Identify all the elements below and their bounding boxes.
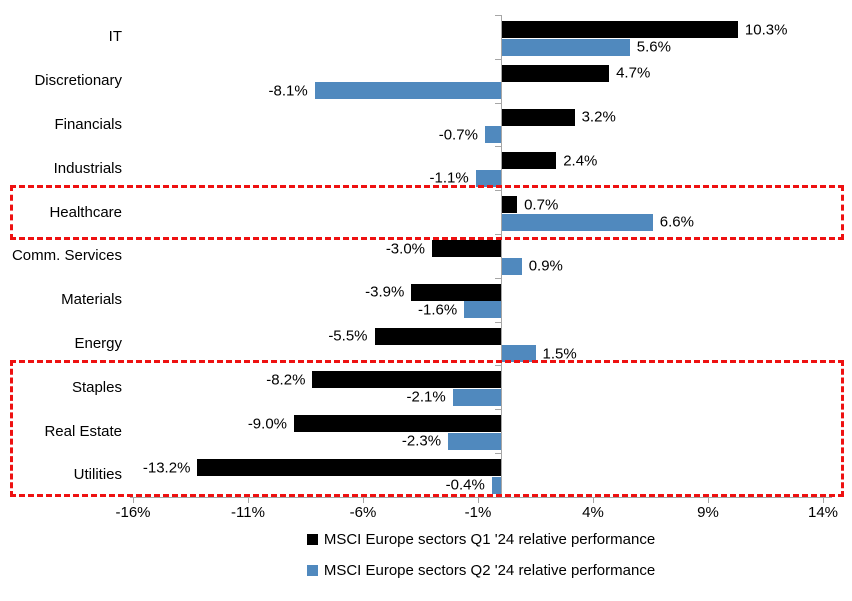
category-label: Comm. Services [11,247,122,265]
x-tick-label: -16% [115,503,151,521]
category-label: Materials [61,291,122,309]
category-label: Industrials [53,159,122,177]
category-tick [495,234,501,235]
q2-bar [501,213,653,231]
q1-value-label: 10.3% [744,21,788,38]
q2-bar [501,38,630,56]
q1-value-label: -8.2% [266,371,306,389]
q2-value-label: -0.7% [438,126,478,144]
q2-bar [501,257,522,275]
q2-value-label: -2.1% [406,388,446,406]
q2-bar [464,301,501,319]
q1-value-label: -3.0% [385,240,425,257]
q2-value-label: -1.1% [429,169,469,187]
x-tick-label: -1% [464,503,492,521]
q2-bar [314,82,501,100]
q1-value-label: 2.4% [563,152,598,170]
q1-bar [501,108,575,126]
q1-bar [501,152,557,170]
q2-bar [484,126,501,144]
q1-value-label: -3.9% [365,283,405,301]
category-label: Staples [71,378,122,396]
q1-value-label: -9.0% [247,415,287,433]
q1-bar [374,327,501,345]
x-tick-label: -6% [349,503,377,521]
category-label: IT [108,28,122,46]
legend: MSCI Europe sectors Q1 '24 relative perf… [130,529,832,581]
x-axis-tick [363,496,364,503]
category-tick [495,146,501,148]
q2-value-label: -2.3% [401,432,442,450]
category-tick [495,102,501,104]
q1-value-label: 4.7% [616,64,651,82]
q1-value-label: -13.2% [142,459,191,476]
q1-value-label: 0.7% [524,196,559,214]
q1-bar [411,283,501,301]
q2-value-label: -1.6% [418,301,458,319]
x-tick-label: 4% [582,503,604,521]
category-tick [495,496,501,498]
q2-value-label: 6.6% [659,213,694,231]
category-tick [495,190,501,192]
legend-item-q1: MSCI Europe sectors Q1 '24 relative perf… [306,529,656,550]
q1-legend-swatch-icon [306,534,318,545]
category-tick [495,453,501,454]
category-label: Utilities [73,466,122,484]
q2-value-label: 0.9% [528,257,563,275]
x-tick-label: 9% [697,503,719,521]
q1-bar [501,64,610,82]
x-axis-tick [133,496,134,503]
category-tick [495,365,501,367]
q2-legend-label: MSCI Europe sectors Q2 '24 relative perf… [323,562,656,579]
category-tick [495,409,501,411]
q1-value-label: 3.2% [581,108,616,126]
x-tick-label: -11% [231,503,265,521]
q2-bar [475,169,501,187]
x-axis-tick [478,496,479,503]
highlight-box [10,185,844,240]
x-axis-line [130,496,832,498]
q1-bar [501,196,518,214]
category-label: Healthcare [49,203,122,221]
category-tick [495,15,501,16]
category-label: Energy [74,334,122,352]
category-tick [495,277,501,279]
legend-item-q2: MSCI Europe sectors Q2 '24 relative perf… [306,560,656,581]
x-axis-tick [708,496,709,503]
q1-bar [312,371,501,389]
x-axis-tick [823,496,824,503]
x-axis-tick [248,496,249,503]
x-axis-tick [593,496,594,503]
q1-value-label: -5.5% [328,327,368,345]
q2-bar [501,345,536,363]
category-axis-line [501,15,502,497]
q2-value-label: 1.5% [542,345,577,363]
q2-bar [491,476,501,494]
q2-bar [452,388,501,406]
category-tick [495,321,501,323]
q1-bar [294,415,501,433]
q2-legend-swatch-icon [306,565,318,576]
q2-bar [448,432,501,450]
q2-value-label: -0.4% [445,476,485,494]
category-label: Real Estate [44,422,122,440]
q1-bar [432,240,501,257]
q2-value-label: 5.6% [636,38,671,56]
q2-value-label: -8.1% [268,82,308,100]
category-label: Discretionary [34,72,122,90]
category-label: Financials [54,115,122,133]
q1-bar [197,459,501,476]
q1-bar [501,21,738,38]
x-tick-label: 14% [807,503,839,521]
category-tick [495,58,501,60]
q1-legend-label: MSCI Europe sectors Q1 '24 relative perf… [323,531,656,548]
